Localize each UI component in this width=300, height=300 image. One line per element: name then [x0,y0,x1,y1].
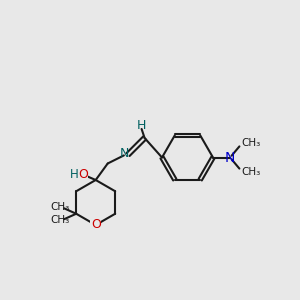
Text: CH₃: CH₃ [242,138,261,148]
Text: CH₃: CH₃ [50,202,69,212]
Text: O: O [78,168,88,181]
Text: N: N [120,147,129,160]
Text: H: H [136,119,146,133]
Text: H: H [70,168,79,181]
Text: CH₃: CH₃ [242,167,261,177]
Text: O: O [91,218,100,232]
Text: N: N [225,151,235,164]
Text: CH₃: CH₃ [50,215,69,225]
